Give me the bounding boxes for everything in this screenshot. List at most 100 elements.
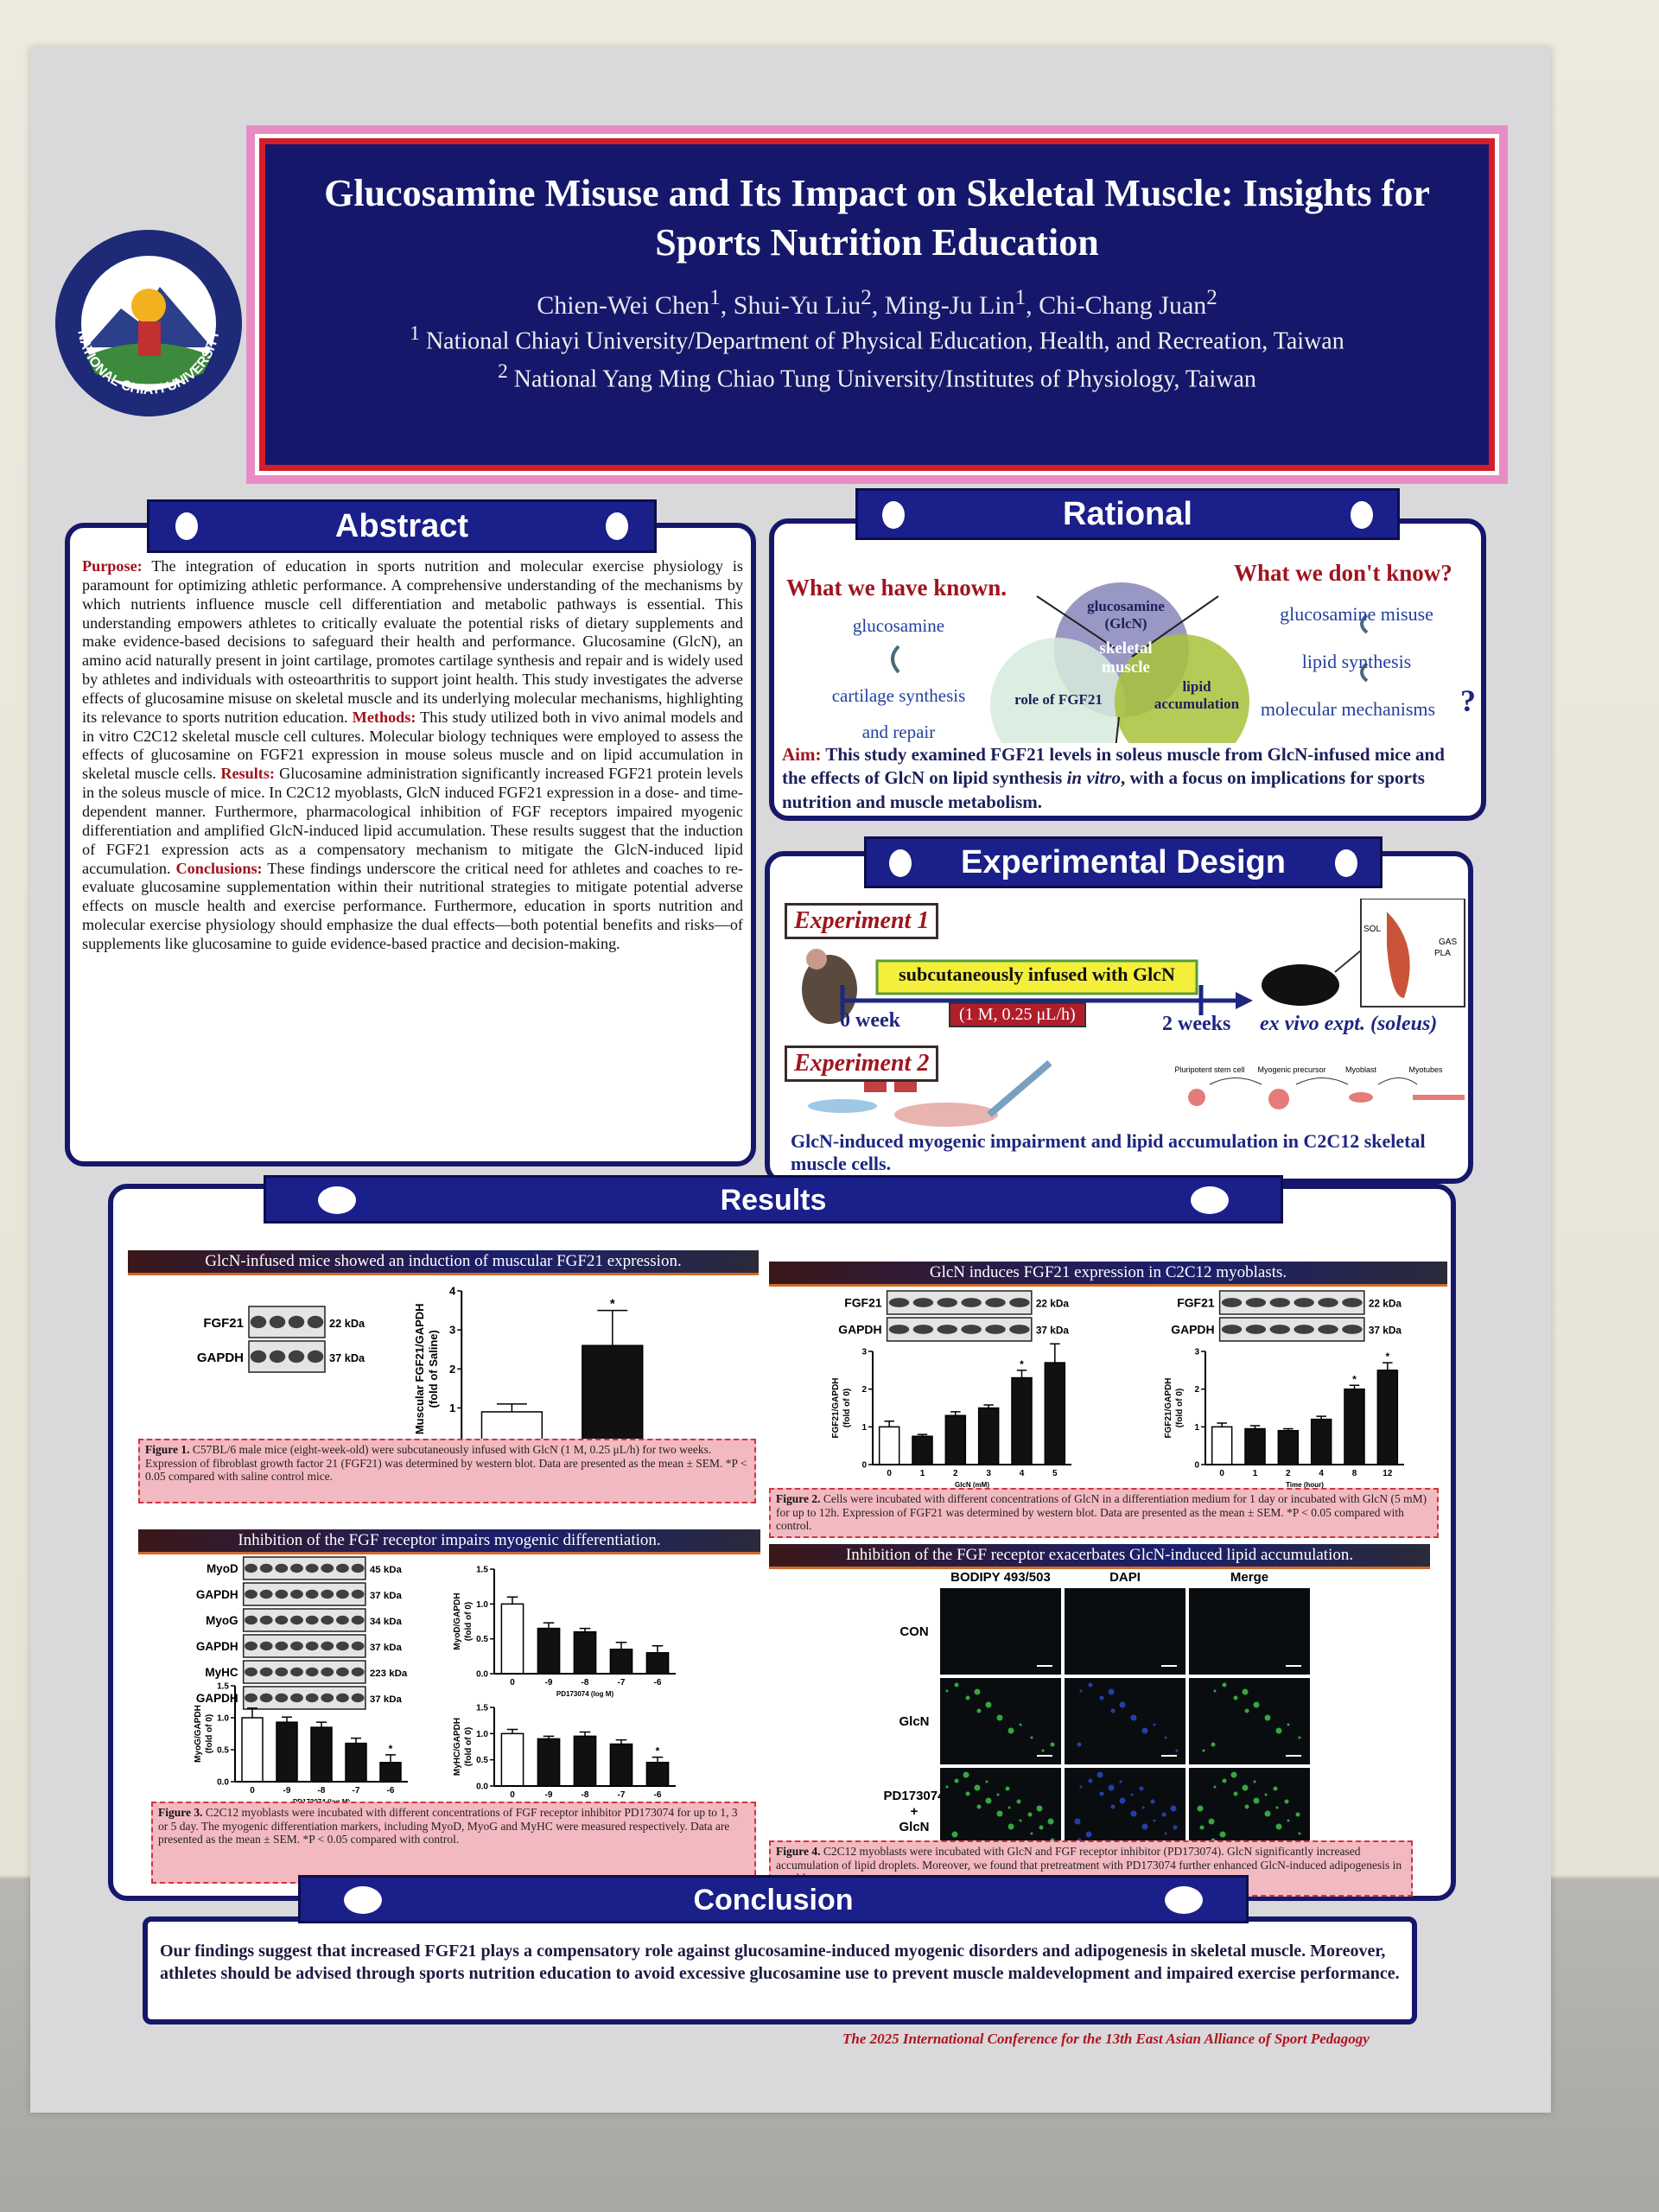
bar: [573, 1735, 597, 1787]
lipid-droplet: [1141, 1823, 1148, 1830]
design-caption: GlcN-induced myogenic impairment and lip…: [791, 1130, 1426, 1175]
known-item: cartilage synthesis: [831, 685, 966, 706]
lipid-droplet: [954, 1682, 959, 1688]
blot-band: [321, 1589, 334, 1599]
x-tick-label: 0: [510, 1678, 515, 1688]
blot-frame: [1218, 1290, 1365, 1315]
tab-ornament: [1165, 1886, 1203, 1914]
lipid-droplet: [1047, 1818, 1054, 1825]
author-sup: 2: [861, 286, 872, 310]
blot-band: [305, 1589, 319, 1599]
micrograph: [1065, 1768, 1185, 1854]
blot-band: [1269, 1325, 1290, 1334]
lipid-droplet: [1016, 1799, 1021, 1804]
blot-size: 37 kDa: [1369, 1325, 1402, 1337]
caption-text: C2C12 myoblasts were incubated with GlcN…: [776, 1845, 1402, 1885]
row-label: PD173074: [884, 1789, 946, 1803]
section-heading: Rational: [1063, 496, 1192, 532]
blot-protein: GAPDH: [196, 1640, 238, 1653]
blot-band: [307, 1350, 324, 1363]
lipid-droplet: [1199, 1825, 1205, 1830]
lipid-droplet: [1096, 1771, 1103, 1778]
blot-band: [336, 1641, 349, 1651]
blot-band: [351, 1667, 365, 1677]
panel-heading: GlcN induces FGF21 expression in C2C12 m…: [769, 1262, 1447, 1287]
lipid-droplet: [1175, 1749, 1179, 1752]
blot-band: [1221, 1325, 1243, 1334]
blot-band: [269, 1350, 286, 1363]
lipid-droplet: [1088, 1682, 1093, 1688]
caption-label: Figure 1.: [145, 1443, 190, 1456]
significance: *: [1052, 1338, 1057, 1344]
lipid-droplet: [1295, 1812, 1300, 1817]
y-tick-label: 1.5: [476, 1704, 488, 1713]
logo: NATIONAL CHIAYI UNIVERSITY: [55, 230, 242, 416]
caption-text: C2C12 myoblasts were incubated with diff…: [158, 1806, 738, 1847]
y-tick-label: 1.5: [217, 1682, 229, 1692]
bar: [1011, 1376, 1033, 1465]
tab-ornament: [1351, 501, 1373, 529]
y-tick-label: 4: [449, 1285, 456, 1298]
significance: *: [1385, 1351, 1389, 1363]
lipid-droplet: [1108, 1688, 1115, 1695]
blot-band: [1318, 1298, 1338, 1307]
lipid-droplet: [1170, 1805, 1177, 1812]
lipid-droplet: [945, 1785, 949, 1789]
lipid-droplet: [1130, 1810, 1137, 1817]
x-tick-label: -7: [618, 1790, 626, 1800]
lipid-droplet: [974, 1784, 981, 1791]
x-tick-label: -8: [582, 1678, 589, 1688]
aim-label: Aim:: [782, 744, 822, 765]
blot-protein: GAPDH: [1171, 1323, 1214, 1337]
western-blot: FGF21 22 kDa GAPDH 37 kDa: [1171, 1290, 1402, 1342]
bar: [609, 1743, 633, 1787]
blot-band: [259, 1615, 273, 1625]
y-tick-label: 1: [449, 1402, 455, 1414]
y-tick-label: 0.0: [476, 1783, 488, 1792]
caption-label: Figure 2.: [776, 1492, 821, 1505]
abstract-text: Purpose: The integration of education in…: [82, 557, 743, 954]
unknown-heading: What we don't know?: [1234, 560, 1452, 586]
lipid-droplet: [1253, 1797, 1260, 1804]
lipid-droplet: [1007, 1806, 1011, 1809]
blot-band: [288, 1350, 305, 1363]
blot-band: [250, 1350, 267, 1363]
x-tick-label: -6: [387, 1786, 395, 1796]
blot-band: [305, 1641, 319, 1651]
microscopy-grid: BODIPY 493/503 DAPI MergeCONGlcNPD173074+G…: [884, 1570, 1310, 1854]
blot-band: [351, 1693, 365, 1703]
blot-band: [290, 1641, 303, 1651]
bar: [912, 1435, 933, 1465]
y-axis-label: (fold of 0): [842, 1389, 852, 1428]
blot-band: [1342, 1325, 1363, 1334]
y-tick-label: 3: [861, 1348, 867, 1357]
aff-text: National Yang Ming Chiao Tung University…: [513, 365, 1256, 392]
row-label: GlcN: [899, 1820, 929, 1834]
y-axis-label: (fold of 0): [205, 1714, 214, 1754]
lipid-droplet: [1099, 1695, 1104, 1700]
lipid-droplet: [1007, 1727, 1014, 1734]
blot-band: [245, 1641, 257, 1651]
pointer: [1334, 950, 1362, 973]
lipid-droplet: [1030, 1736, 1033, 1739]
bar: [500, 1732, 524, 1787]
blot-band: [1318, 1325, 1338, 1334]
x-tick-label: -7: [353, 1786, 360, 1796]
abstract-body: This study utilized both in vivo animal …: [82, 708, 744, 783]
lipid-droplet: [1222, 1682, 1227, 1688]
blot-band: [912, 1298, 934, 1307]
author: Shui-Yu Liu: [733, 291, 861, 321]
blot-band: [307, 1315, 324, 1329]
error-bar: [496, 1403, 527, 1412]
blot-band: [321, 1667, 334, 1677]
lipid-droplet: [965, 1791, 970, 1796]
lipid-droplet: [1019, 1819, 1022, 1822]
results-tab: Results: [264, 1175, 1283, 1224]
bar: [379, 1762, 402, 1783]
aim-italic: in vitro: [1066, 767, 1122, 789]
y-axis-label: (fold of Saline): [427, 1330, 440, 1408]
bar: [645, 1761, 670, 1787]
blot-band: [351, 1589, 365, 1599]
blot-band: [1294, 1325, 1314, 1334]
